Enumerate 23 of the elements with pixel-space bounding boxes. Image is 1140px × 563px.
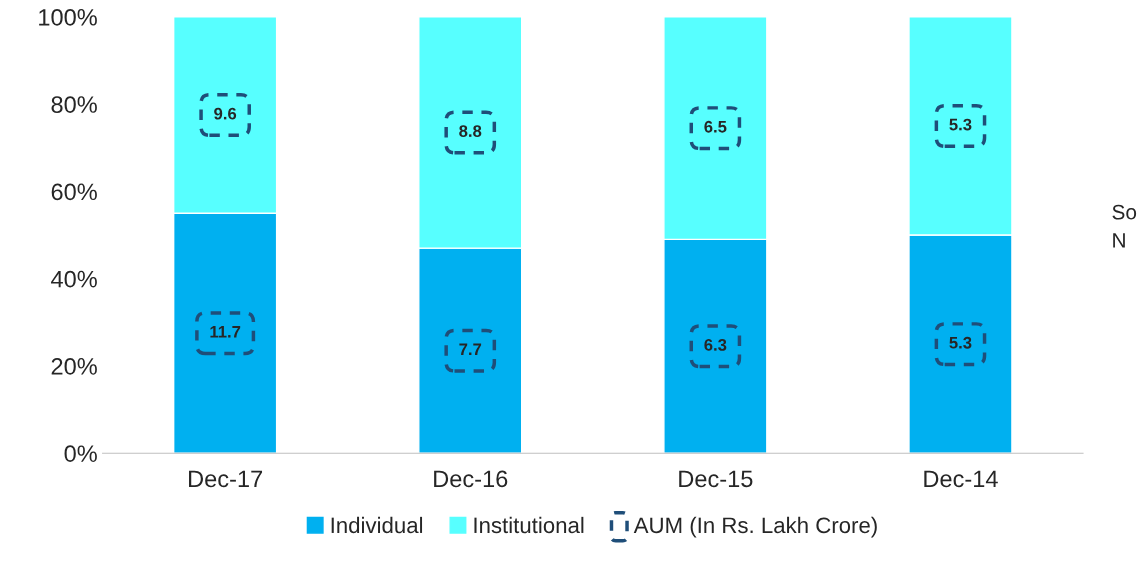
- text: So: [1112, 204, 1137, 220]
- y-tick-label: 60%: [51, 183, 97, 201]
- y-tick-label: 100%: [39, 8, 97, 26]
- text: AUM (In Rs. Lakh Crore): [633, 516, 877, 538]
- legend-label: Institutional: [474, 516, 584, 534]
- x-tick-label: Dec-14: [924, 470, 998, 488]
- x-tick-label: Dec-15: [679, 470, 753, 488]
- annotation: 5.3: [949, 118, 972, 131]
- x-tick-label: Dec-16: [434, 470, 508, 488]
- annotation: 7.7: [459, 343, 482, 355]
- y-tick-label: 80%: [51, 96, 97, 113]
- annotation: 6.3: [704, 338, 727, 351]
- y-tick-label: 40%: [51, 270, 97, 288]
- y-tick-label: 20%: [51, 358, 97, 375]
- annotation: 5.3: [949, 336, 972, 349]
- annotation: 9.6: [214, 107, 237, 120]
- annotation: 8.8: [459, 125, 482, 137]
- text: N: [1113, 233, 1125, 248]
- x-tick-label: Dec-17: [189, 470, 263, 488]
- annotation: 11.7: [210, 326, 241, 338]
- annotation: 6.5: [704, 120, 727, 133]
- legend-label: Individual: [331, 516, 423, 534]
- y-tick-label: 0%: [64, 445, 97, 462]
